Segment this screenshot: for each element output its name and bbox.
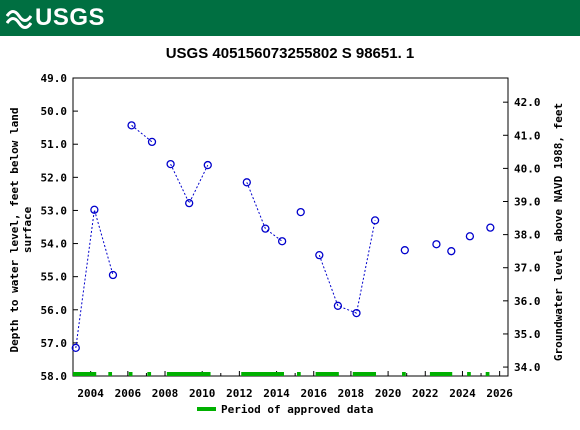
approved-period-bar (241, 372, 284, 376)
data-point (352, 308, 361, 318)
usgs-header-bar: USGS (0, 0, 580, 36)
left-tick-label: 57.0 (41, 337, 68, 350)
right-tick-label: 36.0 (514, 295, 541, 308)
series-line-segment (246, 182, 283, 242)
data-point (71, 343, 80, 353)
x-tick-label: 2018 (338, 387, 365, 400)
x-tick-label: 2020 (375, 387, 402, 400)
legend: Period of approved data (197, 403, 373, 416)
data-point (296, 207, 305, 217)
data-point (261, 224, 270, 233)
right-tick-label: 42.0 (514, 96, 541, 109)
left-tick-label: 49.0 (41, 72, 68, 85)
approved-period-bar (485, 372, 490, 376)
x-tick-label: 2014 (263, 387, 290, 400)
right-tick-label: 37.0 (514, 262, 541, 275)
right-tick-label: 40.0 (514, 162, 541, 175)
series-line-segment (170, 163, 209, 205)
data-point (127, 121, 136, 130)
right-tick-label: 39.0 (514, 196, 541, 209)
left-tick-label: 51.0 (41, 138, 68, 151)
approved-period-bar (429, 372, 453, 376)
y-axis-label-right: Groundwater level above NAVD 1988, feet (552, 103, 565, 361)
x-tick-label: 2024 (449, 387, 476, 400)
x-tick-label: 2004 (77, 387, 104, 400)
data-point (185, 199, 194, 208)
plot-area-frame (72, 77, 509, 377)
x-tick-label: 2022 (412, 387, 439, 400)
data-point (432, 240, 441, 249)
y-axis-label-left-line1: Depth to water level, feet below land (8, 107, 21, 352)
x-tick-label: 2008 (152, 387, 179, 400)
left-tick-label: 53.0 (41, 204, 68, 217)
approved-period-bar (315, 372, 339, 376)
chart-title: USGS 405156073255802 S 98651. 1 (166, 45, 415, 62)
approved-period-bar (352, 372, 377, 376)
data-point (90, 205, 99, 214)
approved-period-bar (108, 372, 113, 376)
x-tick-label: 2026 (486, 387, 513, 400)
x-axis: 2004 2006 2008 2010 2012 2014 2016 2018 2020 2022… (77, 371, 513, 400)
right-axis: 34.0 35.0 36.0 37.0 38.0 39.0 40.0 41.0 42.0 (503, 96, 541, 374)
data-point (333, 301, 343, 310)
series-line-segment (318, 220, 376, 314)
legend-label: Period of approved data (221, 403, 373, 416)
approved-period-bar (166, 372, 211, 376)
x-tick-label: 2016 (300, 387, 327, 400)
approved-period-bar (402, 372, 406, 376)
data-point (400, 246, 409, 255)
approved-period-bar (467, 372, 471, 376)
data-point (242, 178, 251, 187)
usgs-logo[interactable]: USGS (6, 4, 106, 31)
series-line-segment (131, 124, 153, 143)
usgs-wave-icon (6, 10, 32, 29)
right-tick-label: 38.0 (514, 229, 541, 242)
right-tick-label: 34.0 (514, 361, 541, 374)
usgs-logo-text: USGS (35, 4, 106, 31)
data-point (147, 137, 157, 147)
left-axis: 49.0 50.0 51.0 52.0 53.0 54.0 55.0 56.0 57.0 58.0 (41, 72, 78, 383)
approved-period-bar (128, 372, 133, 376)
data-point (465, 232, 475, 241)
series-points (71, 121, 495, 353)
data-point (166, 159, 175, 169)
x-tick-label: 2012 (226, 387, 253, 400)
data-point (447, 247, 456, 256)
left-tick-label: 50.0 (41, 105, 68, 118)
data-point (486, 223, 495, 232)
approved-period-bar (297, 372, 301, 376)
approved-period-bar (147, 372, 152, 376)
series-lines (75, 124, 376, 348)
data-point (315, 250, 324, 260)
left-tick-label: 54.0 (41, 238, 68, 251)
x-tick-label: 2010 (189, 387, 216, 400)
right-tick-label: 41.0 (514, 129, 541, 142)
series-line-segment (75, 209, 114, 348)
left-tick-label: 56.0 (41, 304, 68, 317)
right-tick-label: 35.0 (514, 328, 541, 341)
x-tick-label: 2006 (115, 387, 142, 400)
data-point (108, 270, 118, 280)
left-tick-label: 52.0 (41, 171, 68, 184)
approved-period-bar (73, 372, 97, 376)
left-tick-label: 55.0 (41, 271, 68, 284)
approved-periods (73, 372, 490, 376)
data-point (277, 237, 287, 246)
data-point (203, 160, 212, 170)
y-axis-label-left-line2: surface (21, 206, 34, 253)
data-point (370, 216, 380, 225)
left-tick-label: 58.0 (41, 370, 68, 383)
